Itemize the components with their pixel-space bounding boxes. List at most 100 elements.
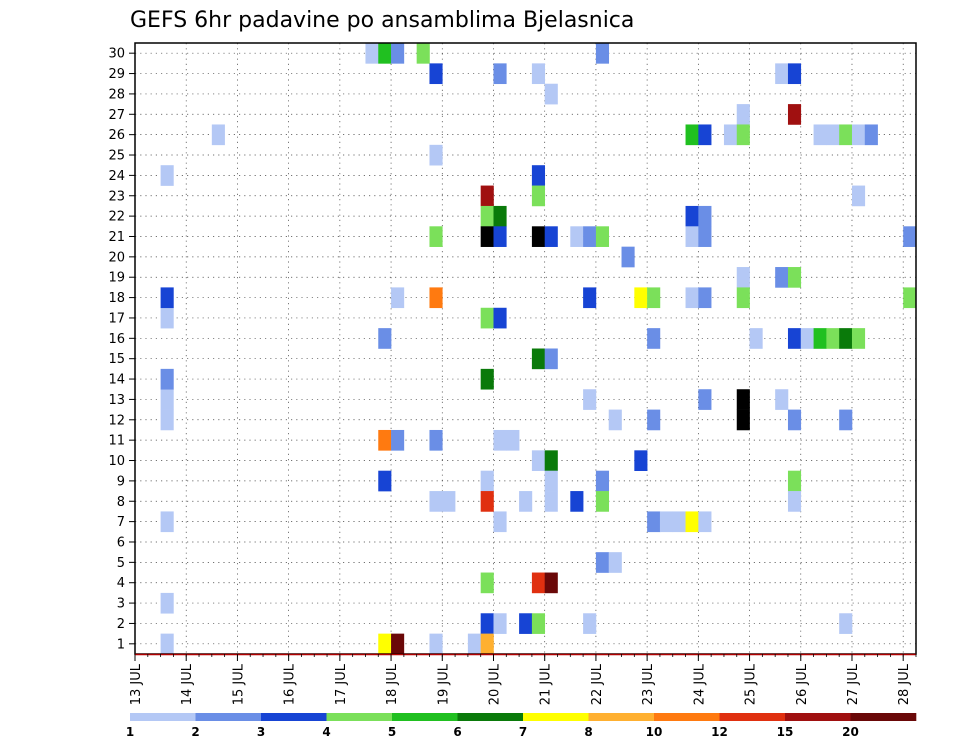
heatmap-cell <box>736 124 750 146</box>
heatmap-cell <box>608 552 622 573</box>
heatmap-cell <box>531 348 546 370</box>
heatmap-cell <box>160 165 174 186</box>
heatmap-cell <box>531 185 546 207</box>
x-tick-label: 21 JUL <box>539 663 554 705</box>
heatmap-cell <box>378 328 392 349</box>
heatmap-cell <box>429 287 443 309</box>
heatmap-cell <box>736 104 750 125</box>
heatmap-cell <box>378 470 392 492</box>
colorbar-swatch <box>130 713 196 721</box>
heatmap-cell <box>378 633 392 655</box>
heatmap-cell <box>531 450 546 471</box>
heatmap-cell <box>787 104 802 125</box>
y-tick-label: 19 <box>108 271 125 286</box>
heatmap-cell <box>531 165 546 186</box>
heatmap-cell <box>544 491 558 512</box>
colorbar-tick-label: 8 <box>584 725 592 739</box>
heatmap-cell <box>608 409 622 431</box>
colorbar-tick-label: 5 <box>388 725 396 739</box>
colorbar-swatch <box>195 713 262 721</box>
heatmap-cell <box>813 124 827 146</box>
heatmap-cell <box>800 328 814 349</box>
heatmap-cell <box>595 552 610 573</box>
heatmap-cell <box>467 633 481 655</box>
heatmap-cell <box>544 450 558 471</box>
heatmap-cell <box>787 409 802 431</box>
heatmap-cell <box>826 328 840 349</box>
colorbar-tick-label: 7 <box>519 725 527 739</box>
heatmap-cell <box>634 450 648 471</box>
heatmap-cell <box>736 267 750 288</box>
x-tick-label: 14 JUL <box>180 663 195 705</box>
colorbar-tick-label: 1 <box>126 725 134 739</box>
y-tick-label: 25 <box>108 149 125 164</box>
heatmap-cell <box>493 226 507 247</box>
heatmap-cell <box>480 307 494 329</box>
heatmap-cell <box>826 124 840 146</box>
heatmap-cell <box>480 572 494 594</box>
heatmap-cell <box>506 429 520 451</box>
colorbar-swatch <box>588 713 655 721</box>
heatmap-cell <box>685 511 699 533</box>
heatmap-cell <box>480 470 494 492</box>
y-tick-label: 18 <box>108 291 125 306</box>
heatmap-cell <box>736 409 750 431</box>
heatmap-cell <box>685 124 699 146</box>
heatmap-cell <box>685 226 699 247</box>
heatmap-cell <box>685 205 699 227</box>
x-tick-label: 19 JUL <box>436 663 451 705</box>
heatmap-cell <box>544 348 558 370</box>
colorbar-tick-label: 6 <box>453 725 461 739</box>
heatmap-cell <box>775 389 789 410</box>
x-tick-label: 25 JUL <box>744 663 759 705</box>
y-tick-label: 5 <box>117 556 125 571</box>
heatmap-cell <box>621 246 635 268</box>
colorbar-swatch <box>261 713 327 721</box>
heatmap-cell <box>595 226 610 247</box>
x-tick-label: 23 JUL <box>641 663 656 705</box>
y-tick-label: 1 <box>117 637 125 652</box>
heatmap-cell <box>736 287 750 309</box>
heatmap-cell <box>160 287 174 309</box>
heatmap-cell <box>480 613 494 634</box>
y-tick-label: 16 <box>108 332 125 347</box>
heatmap-cell <box>391 287 405 309</box>
heatmap-cell <box>698 205 712 227</box>
heatmap-cell <box>531 226 546 247</box>
chart-title: GEFS 6hr padavine po ansamblima Bjelasni… <box>130 8 634 33</box>
heatmap-cell <box>647 328 661 349</box>
colorbar-tick-label: 15 <box>777 725 794 739</box>
y-tick-label: 29 <box>108 67 125 82</box>
heatmap-cell <box>160 633 174 655</box>
heatmap-cell <box>698 124 712 146</box>
heatmap-cell <box>493 63 507 85</box>
heatmap-cell <box>378 429 392 451</box>
cells <box>160 43 917 655</box>
heatmap-cell <box>391 43 405 64</box>
colorbar-tick-label: 12 <box>711 725 728 739</box>
heatmap-cell <box>595 491 610 512</box>
y-tick-label: 9 <box>117 474 125 489</box>
colorbar-tick-label: 4 <box>322 725 330 739</box>
heatmap-cell <box>493 429 507 451</box>
heatmap-cell <box>903 226 917 247</box>
heatmap-cell <box>647 287 661 309</box>
y-tick-label: 7 <box>117 515 125 530</box>
x-tick-label: 27 JUL <box>846 663 861 705</box>
heatmap-cell <box>160 511 174 533</box>
x-tick-label: 18 JUL <box>385 663 400 705</box>
colorbar-swatch <box>457 713 524 721</box>
y-tick-label: 21 <box>108 230 125 245</box>
heatmap-cell <box>544 83 558 105</box>
heatmap-cell <box>493 613 507 634</box>
heatmap-cell <box>851 185 866 207</box>
y-tick-label: 2 <box>117 617 125 632</box>
heatmap-cell <box>839 613 853 634</box>
heatmap-cell <box>775 267 789 288</box>
heatmap-cell <box>365 43 379 64</box>
heatmap-cell <box>544 226 558 247</box>
heatmap-cell <box>480 205 494 227</box>
y-tick-label: 15 <box>108 352 125 367</box>
